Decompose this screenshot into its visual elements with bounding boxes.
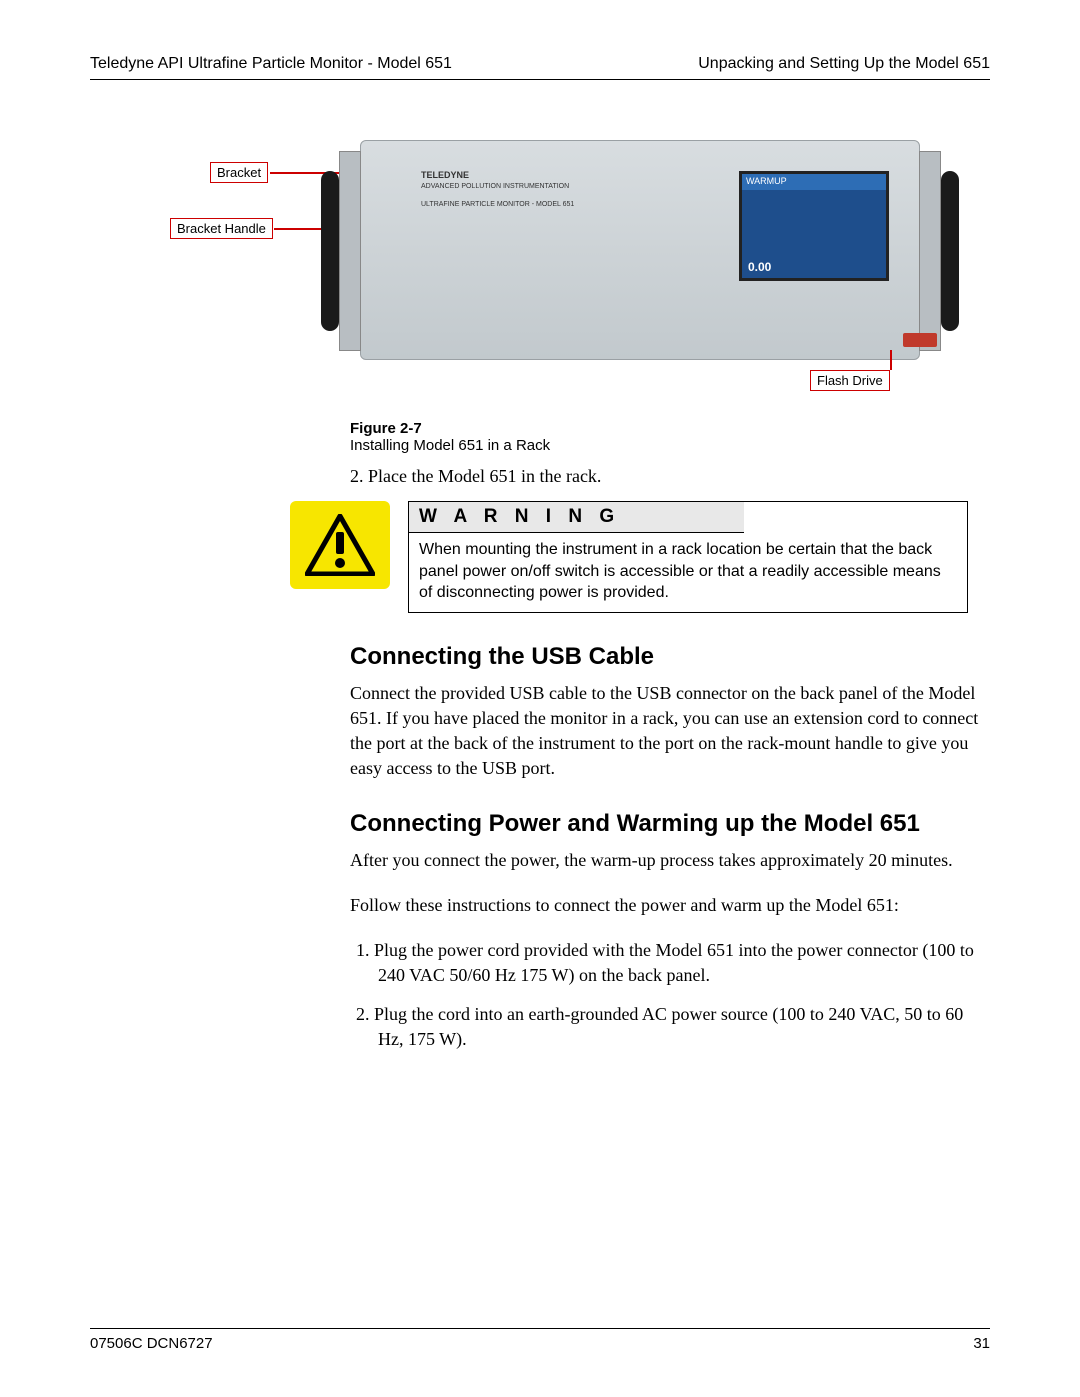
callout-bracket: Bracket — [210, 162, 268, 183]
warning-box: W A R N I N G When mounting the instrume… — [408, 501, 968, 613]
figure-device-illustration: Bracket Bracket Handle TELEDYNE ADVANCED… — [280, 120, 990, 400]
flash-drive-icon — [903, 333, 937, 347]
page-footer: 07506C DCN6727 31 — [90, 1328, 990, 1352]
content-column: Figure 2-7 Installing Model 651 in a Rac… — [350, 420, 980, 1053]
device-screen: WARMUP 0.00 — [739, 171, 889, 281]
device-logo: TELEDYNE ADVANCED POLLUTION INSTRUMENTAT… — [421, 171, 569, 191]
section-heading-usb: Connecting the USB Cable — [350, 643, 980, 671]
figure-number: Figure 2-7 — [350, 420, 980, 437]
screen-value: 0.00 — [748, 260, 771, 274]
header-right: Unpacking and Setting Up the Model 651 — [698, 55, 990, 73]
device-handle-left — [321, 171, 339, 331]
screen-status: WARMUP — [742, 174, 886, 190]
callout-bracket-handle: Bracket Handle — [170, 218, 273, 239]
callout-line — [890, 350, 892, 370]
section-heading-power: Connecting Power and Warming up the Mode… — [350, 810, 980, 838]
warning-title: W A R N I N G — [409, 502, 744, 533]
numbered-step: 2. Plug the cord into an earth-grounded … — [350, 1002, 980, 1052]
warning-block: W A R N I N G When mounting the instrume… — [290, 501, 980, 613]
device-model-label: ULTRAFINE PARTICLE MONITOR - MODEL 651 — [421, 201, 574, 208]
footer-page-number: 31 — [973, 1335, 990, 1352]
figure-caption: Installing Model 651 in a Rack — [350, 437, 980, 454]
warning-icon — [290, 501, 390, 589]
instruction-step: 2. Place the Model 651 in the rack. — [350, 466, 980, 487]
paragraph: Connect the provided USB cable to the US… — [350, 681, 980, 782]
device-handle-right — [941, 171, 959, 331]
callout-line — [274, 228, 324, 230]
warning-body: When mounting the instrument in a rack l… — [409, 533, 967, 612]
device-body: TELEDYNE ADVANCED POLLUTION INSTRUMENTAT… — [360, 140, 920, 360]
paragraph: Follow these instructions to connect the… — [350, 893, 980, 918]
footer-doc-number: 07506C DCN6727 — [90, 1335, 213, 1352]
paragraph: After you connect the power, the warm-up… — [350, 848, 980, 873]
callout-flash-drive: Flash Drive — [810, 370, 890, 391]
numbered-step: 1. Plug the power cord provided with the… — [350, 938, 980, 988]
page-header: Teledyne API Ultrafine Particle Monitor … — [90, 55, 990, 80]
device-bracket-left — [339, 151, 361, 351]
device-bracket-right — [919, 151, 941, 351]
header-left: Teledyne API Ultrafine Particle Monitor … — [90, 55, 452, 73]
